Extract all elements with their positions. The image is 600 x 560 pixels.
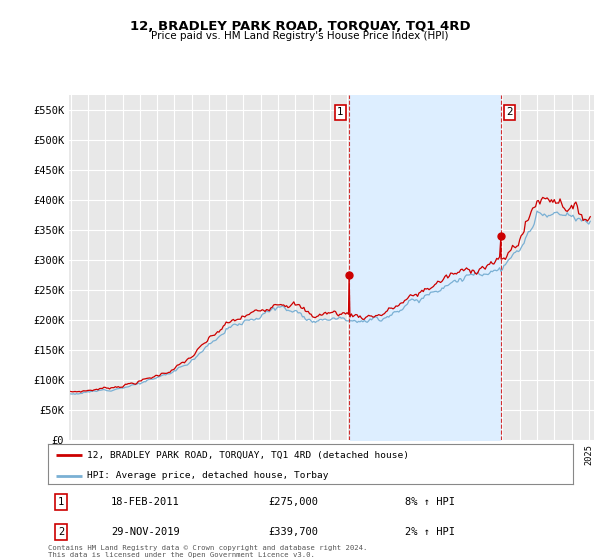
Text: 2: 2 — [58, 527, 64, 537]
Text: 1: 1 — [58, 497, 64, 507]
Text: 2% ↑ HPI: 2% ↑ HPI — [405, 527, 455, 537]
Text: £339,700: £339,700 — [269, 527, 319, 537]
Text: 1: 1 — [337, 108, 344, 117]
Text: £275,000: £275,000 — [269, 497, 319, 507]
Text: 12, BRADLEY PARK ROAD, TORQUAY, TQ1 4RD: 12, BRADLEY PARK ROAD, TORQUAY, TQ1 4RD — [130, 20, 470, 32]
Text: 29-NOV-2019: 29-NOV-2019 — [111, 527, 180, 537]
Text: HPI: Average price, detached house, Torbay: HPI: Average price, detached house, Torb… — [88, 471, 329, 480]
Text: Contains HM Land Registry data © Crown copyright and database right 2024.
This d: Contains HM Land Registry data © Crown c… — [48, 545, 367, 558]
Text: Price paid vs. HM Land Registry's House Price Index (HPI): Price paid vs. HM Land Registry's House … — [151, 31, 449, 41]
Text: 8% ↑ HPI: 8% ↑ HPI — [405, 497, 455, 507]
Text: 18-FEB-2011: 18-FEB-2011 — [111, 497, 180, 507]
Text: 12, BRADLEY PARK ROAD, TORQUAY, TQ1 4RD (detached house): 12, BRADLEY PARK ROAD, TORQUAY, TQ1 4RD … — [88, 450, 409, 459]
Text: 2: 2 — [506, 108, 513, 117]
